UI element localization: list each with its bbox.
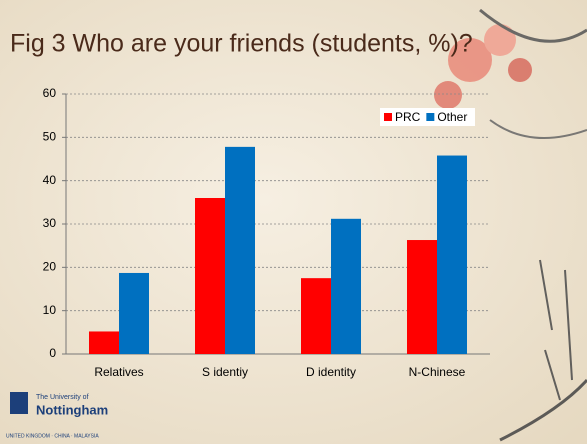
x-tick-label: N-Chinese: [409, 365, 466, 379]
bar: [301, 278, 331, 354]
x-tick-label: D identity: [306, 365, 356, 379]
bar: [225, 147, 255, 354]
logo-crest: [10, 392, 28, 414]
legend: PRC Other: [380, 108, 475, 126]
logo-line2: Nottingham: [36, 402, 108, 417]
bar: [437, 156, 467, 354]
legend-swatch: [384, 113, 392, 121]
y-tick-label: 60: [43, 86, 57, 100]
y-tick-label: 20: [43, 260, 57, 274]
bar: [407, 240, 437, 354]
y-tick-label: 0: [49, 346, 56, 360]
legend-swatch: [426, 113, 434, 121]
y-tick-label: 50: [43, 130, 57, 144]
chart-title: Fig 3 Who are your friends (students, %)…: [10, 30, 473, 58]
y-tick-label: 40: [43, 173, 57, 187]
logo-line1: The University of: [36, 394, 89, 401]
bar: [331, 219, 361, 354]
bar: [89, 331, 119, 354]
legend-label: PRC: [395, 110, 421, 124]
bar: [119, 273, 149, 354]
x-tick-label: S identiy: [202, 365, 248, 379]
bar: [195, 198, 225, 354]
x-tick-label: Relatives: [94, 365, 143, 379]
y-tick-label: 30: [43, 216, 57, 230]
y-tick-label: 10: [43, 303, 57, 317]
logo-tagline: UNITED KINGDOM · CHINA · MALAYSIA: [6, 433, 99, 439]
legend-label: Other: [437, 110, 467, 124]
background: [0, 0, 587, 444]
slide: Fig 3 Who are your friends (students, %)…: [0, 0, 587, 444]
